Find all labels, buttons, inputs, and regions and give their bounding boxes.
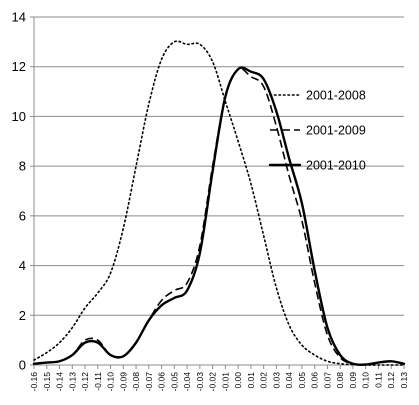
x-tick-label-4: -0.12 xyxy=(80,372,90,392)
x-tick-label-11: -0.05 xyxy=(169,372,179,392)
x-tick-label-5: -0.11 xyxy=(93,372,103,391)
legend-label-0: 2001-2008 xyxy=(306,89,366,103)
x-tick-label-17: 0.01 xyxy=(246,372,256,389)
series-line-2001-2009 xyxy=(33,67,405,366)
x-tick-label-16: 0.00 xyxy=(233,372,243,389)
y-tick-label-7: 14 xyxy=(12,10,26,25)
series-line-2001-2010 xyxy=(32,66,406,366)
x-tick-label-8: -0.08 xyxy=(131,372,141,392)
legend-label-1: 2001-2009 xyxy=(306,124,366,138)
x-tick-label-21: 0.05 xyxy=(297,372,307,389)
x-tick-label-2: -0.14 xyxy=(55,372,65,392)
x-tick-labels: -0.16 -0.15 -0.14 -0.13 -0.12 -0.11 -0.10 -0.09… xyxy=(29,372,409,392)
x-tick-label-26: 0.10 xyxy=(361,372,371,389)
x-tick-label-23: 0.07 xyxy=(322,372,332,389)
y-tick-label-0: 0 xyxy=(19,358,26,373)
x-tick-label-29: 0.13 xyxy=(399,372,409,389)
y-tick-labels: 0 2 4 6 8 10 12 14 xyxy=(12,10,26,373)
x-tick-label-19: 0.03 xyxy=(271,372,281,389)
grid-lines xyxy=(34,16,404,316)
y-tick-label-6: 12 xyxy=(12,59,26,74)
y-tick-label-2: 4 xyxy=(19,258,26,273)
x-tick-label-15: -0.01 xyxy=(220,372,230,392)
x-tick-label-13: -0.03 xyxy=(195,372,205,392)
x-tick-label-27: 0.11 xyxy=(373,372,383,388)
x-tick-label-1: -0.15 xyxy=(42,372,52,392)
x-tick-label-22: 0.06 xyxy=(310,372,320,389)
series-lines xyxy=(32,40,406,366)
x-tick-label-20: 0.04 xyxy=(284,372,294,389)
x-tick-label-12: -0.04 xyxy=(182,372,192,392)
legend-label-2: 2001-2010 xyxy=(306,159,366,173)
x-tick-label-25: 0.09 xyxy=(348,372,358,389)
x-tick-label-3: -0.13 xyxy=(67,372,77,392)
x-tick-label-18: 0.02 xyxy=(259,372,269,389)
axes xyxy=(30,16,405,369)
y-tick-label-4: 8 xyxy=(19,159,26,174)
y-tick-label-1: 2 xyxy=(19,308,26,323)
x-tick-label-28: 0.12 xyxy=(386,372,396,389)
y-tick-label-3: 6 xyxy=(19,208,26,223)
x-tick-label-9: -0.07 xyxy=(144,372,154,392)
x-tick-label-7: -0.09 xyxy=(118,372,128,392)
x-tick-label-0: -0.16 xyxy=(29,372,39,392)
legend: 2001-2008 2001-2009 2001-2010 xyxy=(268,89,366,173)
x-tick-label-10: -0.06 xyxy=(157,372,167,392)
x-tick-label-14: -0.02 xyxy=(208,372,218,392)
y-tick-label-5: 10 xyxy=(12,109,26,124)
series-line-2001-2008 xyxy=(33,40,405,366)
x-tick-label-24: 0.08 xyxy=(335,372,345,389)
x-tick-label-6: -0.10 xyxy=(106,372,116,392)
